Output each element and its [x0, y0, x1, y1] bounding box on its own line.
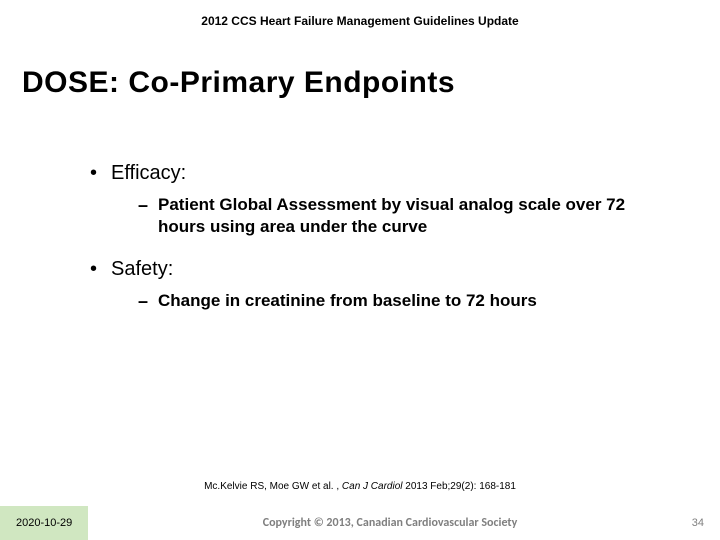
slide-title: DOSE: Co-Primary Endpoints	[22, 66, 720, 100]
footer-date: 2020-10-29	[0, 506, 88, 540]
bullet-label: Safety:	[111, 256, 173, 282]
bullet-safety: • Safety:	[90, 256, 640, 282]
bullet-dot: •	[90, 160, 97, 186]
bullet-label: Efficacy:	[111, 160, 186, 186]
citation-post: 2013 Feb;29(2): 168-181	[405, 481, 516, 492]
citation-pre: Mc.Kelvie RS, Moe GW et al. ,	[204, 481, 342, 492]
bullet-dash: –	[138, 290, 148, 312]
sub-bullet-safety: – Change in creatinine from baseline to …	[138, 290, 640, 312]
bullet-efficacy: • Efficacy:	[90, 160, 640, 186]
citation-journal: Can J Cardiol	[342, 481, 405, 492]
sub-bullet-efficacy: – Patient Global Assessment by visual an…	[138, 194, 640, 238]
bullet-dash: –	[138, 194, 148, 216]
footer: 2020-10-29 Copyright © 2013, Canadian Ca…	[0, 506, 720, 540]
citation: Mc.Kelvie RS, Moe GW et al. , Can J Card…	[0, 481, 720, 492]
sub-bullet-text: Change in creatinine from baseline to 72…	[158, 290, 537, 312]
header-text: 2012 CCS Heart Failure Management Guidel…	[0, 0, 720, 28]
footer-copyright: Copyright © 2013, Canadian Cardiovascula…	[88, 516, 691, 530]
bullet-dot: •	[90, 256, 97, 282]
sub-bullet-text: Patient Global Assessment by visual anal…	[158, 194, 640, 238]
footer-page-number: 34	[692, 517, 720, 529]
content-area: • Efficacy: – Patient Global Assessment …	[90, 160, 640, 312]
